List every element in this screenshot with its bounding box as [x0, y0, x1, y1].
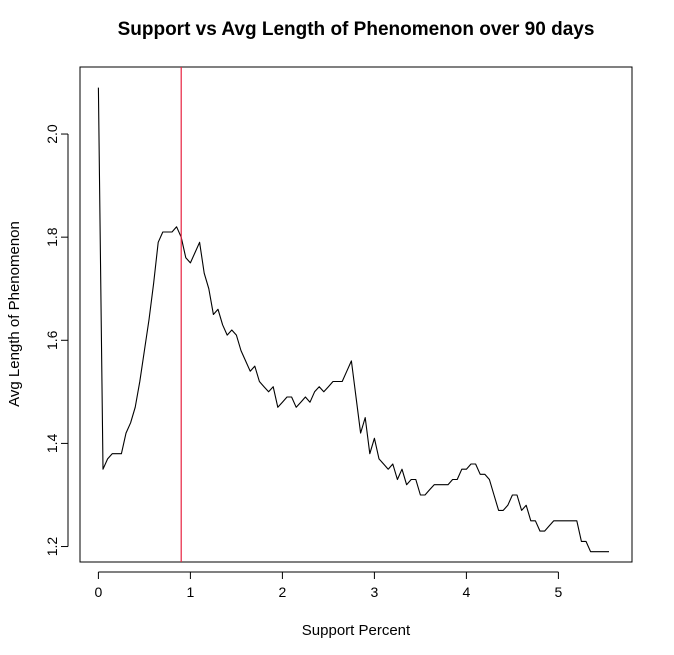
- y-tick-label: 1.4: [44, 433, 60, 453]
- series-layer: [97, 87, 609, 553]
- series-line: [97, 87, 609, 553]
- x-tick-label: 2: [279, 584, 287, 600]
- plot-frame: [79, 66, 633, 563]
- y-axis: 1.2 1.4 1.6 1.8 2.0: [44, 124, 69, 557]
- y-tick-label: 1.2: [44, 537, 60, 557]
- x-tick-label: 1: [187, 584, 195, 600]
- x-tick-label: 0: [95, 584, 103, 600]
- y-axis-label: Avg Length of Phenomenon: [6, 221, 23, 407]
- x-tick-label: 4: [463, 584, 471, 600]
- x-axis-label: Support Percent: [302, 622, 411, 639]
- chart-title: Support vs Avg Length of Phenomenon over…: [118, 19, 595, 40]
- y-tick-label: 1.8: [44, 227, 60, 247]
- y-tick-label: 2.0: [44, 124, 60, 144]
- x-tick-label: 5: [555, 584, 563, 600]
- x-axis: 0 1 2 3 4 5: [95, 571, 563, 600]
- y-tick-label: 1.6: [44, 330, 60, 350]
- x-tick-label: 3: [371, 584, 379, 600]
